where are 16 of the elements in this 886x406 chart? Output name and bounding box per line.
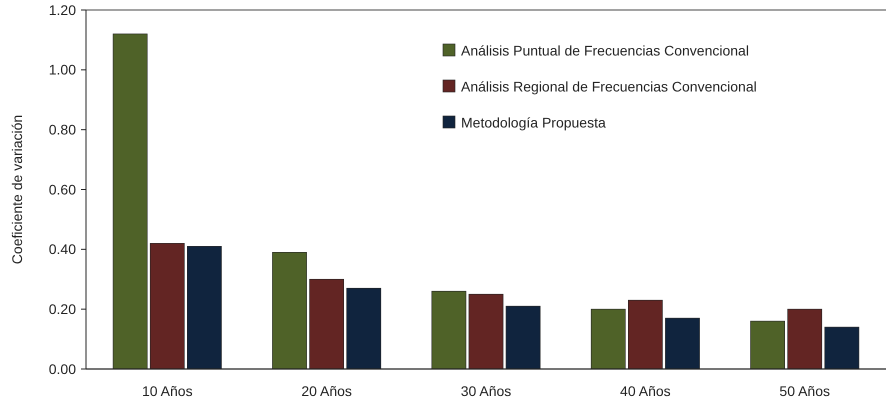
y-tick-label: 1.20: [48, 2, 76, 18]
legend-label: Metodología Propuesta: [461, 114, 606, 130]
y-axis-title: Coeficiente de variación: [9, 114, 25, 264]
x-tick-label: 40 Años: [620, 383, 671, 399]
x-tick-label: 20 Años: [301, 383, 352, 399]
y-tick-label: 0.40: [48, 241, 76, 258]
y-tick-label: 0.20: [48, 301, 76, 318]
x-tick-label: 50 Años: [779, 383, 830, 399]
legend-label: Análisis Regional de Frecuencias Convencional: [461, 78, 757, 94]
y-tick-label: 0.60: [48, 181, 76, 198]
y-tick-label: 0.00: [48, 360, 76, 377]
y-tick-label: 0.80: [48, 122, 76, 138]
x-tick-label: 10 Años: [142, 383, 193, 399]
legend-label: Análisis Puntual de Frecuencias Convencional: [461, 42, 749, 58]
x-tick-label: 30 Años: [460, 383, 512, 399]
y-tick-label: 1.00: [48, 62, 76, 78]
